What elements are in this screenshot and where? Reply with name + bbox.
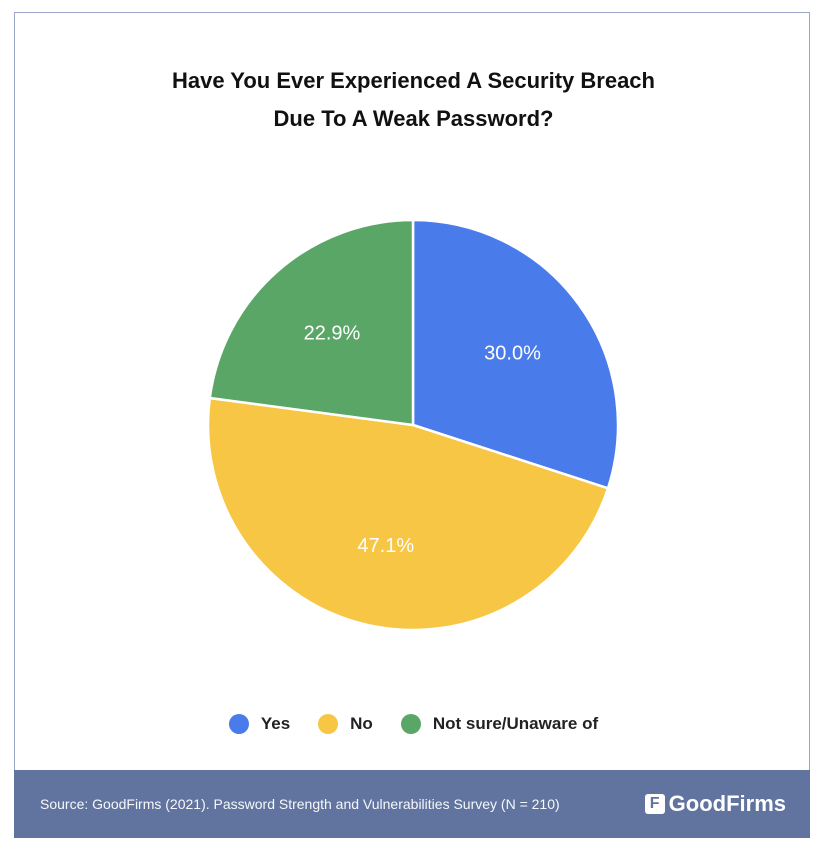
footer: Source: GoodFirms (2021). Password Stren… — [14, 770, 810, 838]
legend-label: Not sure/Unaware of — [432, 714, 599, 733]
pie-slice-not-sure-unaware-of — [208, 218, 415, 427]
title-line-2: Due To A Weak Password? — [273, 106, 554, 131]
pie-slice-yes — [411, 218, 620, 490]
pie-slice-no — [206, 396, 610, 632]
title-line-1: Have You Ever Experienced A Security Bre… — [171, 68, 655, 93]
goodfirms-logo: F GoodFirms — [644, 791, 786, 817]
logo-text: GoodFirms — [668, 791, 786, 816]
legend-label: Yes — [260, 714, 291, 733]
source-text: Source: GoodFirms (2021). Password Stren… — [40, 796, 560, 812]
legend-label: No — [350, 714, 373, 733]
legend: Yes No Not sure/Unaware of — [0, 714, 827, 734]
slice-data-label: 30.0% — [484, 343, 541, 365]
legend-swatch — [400, 714, 421, 734]
slice-data-label: 22.9% — [304, 322, 361, 344]
legend-item-not-sure: Not sure/Unaware of — [400, 714, 599, 734]
slice-data-label: 47.1% — [357, 535, 414, 557]
legend-item-yes: Yes — [228, 714, 291, 734]
chart-title: Have You Ever Experienced A Security Bre… — [0, 62, 827, 138]
goodfirms-logo-icon: F — [644, 794, 665, 814]
legend-swatch — [318, 714, 339, 734]
legend-swatch — [228, 714, 249, 734]
legend-item-no: No — [318, 714, 373, 734]
